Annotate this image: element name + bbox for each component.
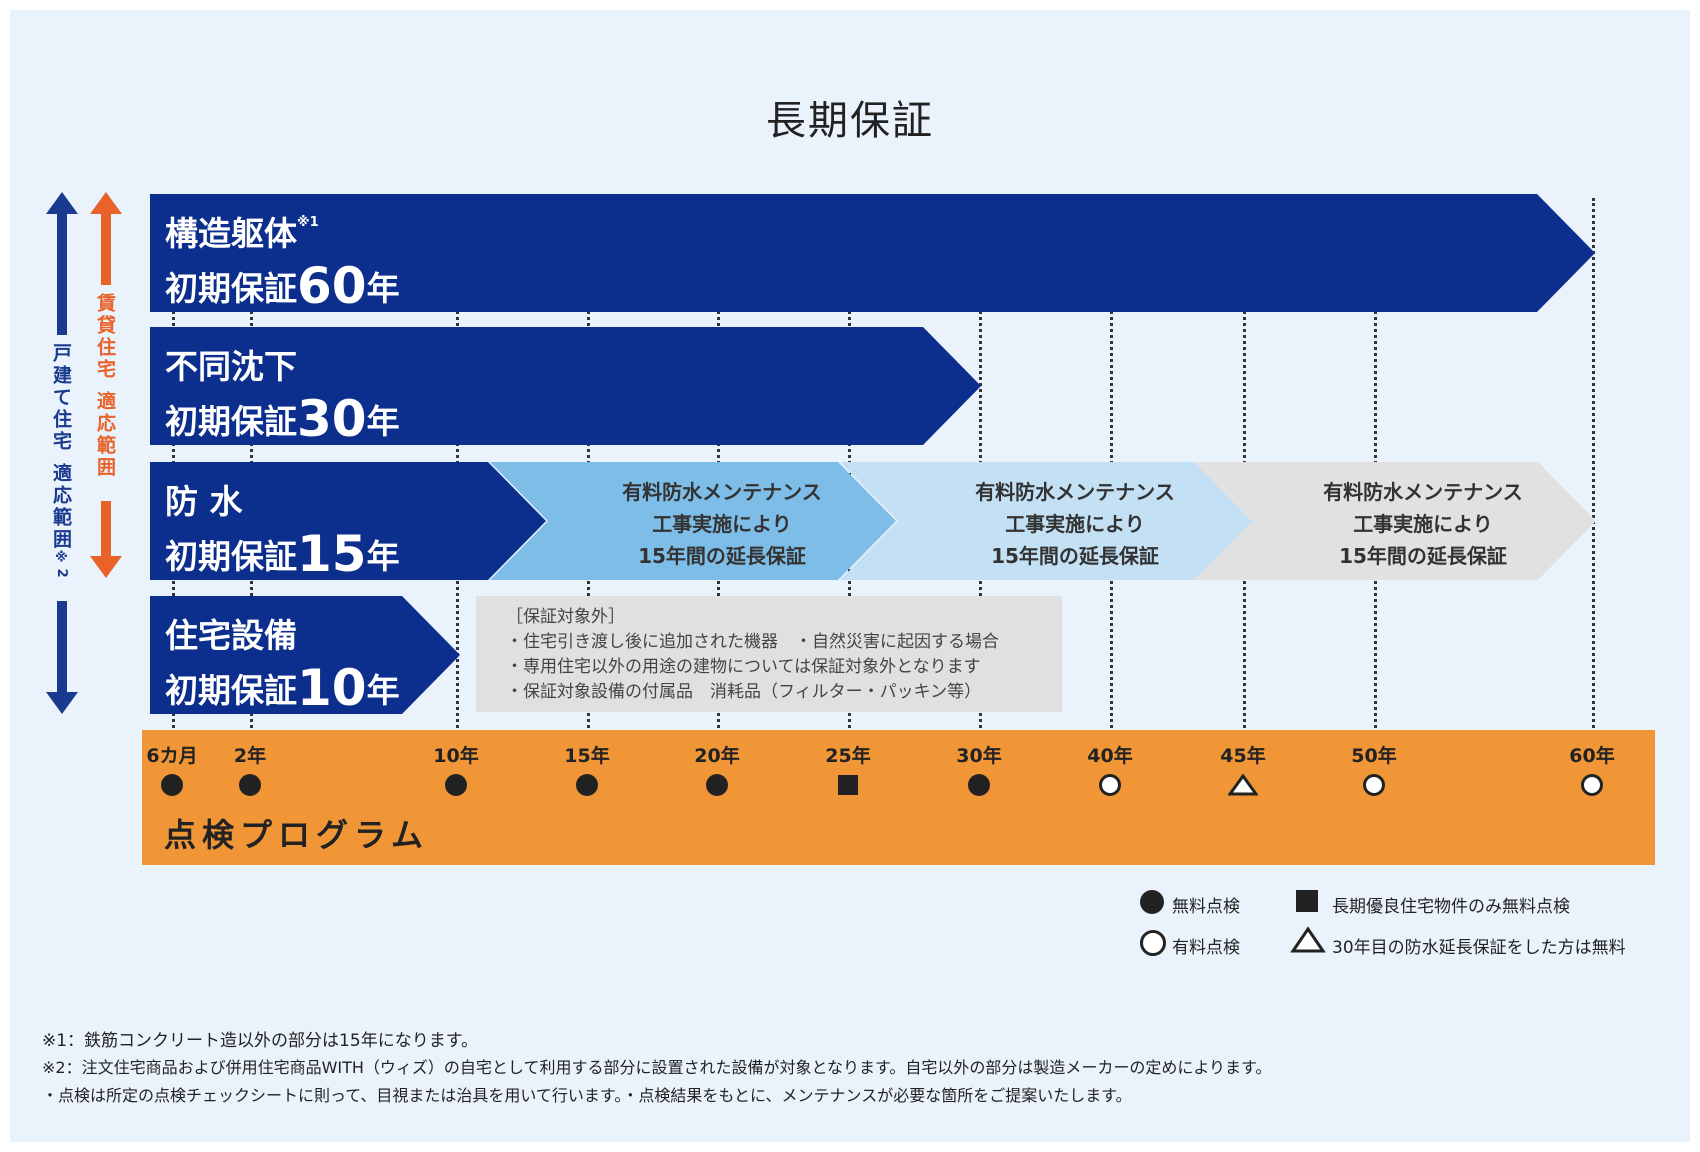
exclusions-box: ［保証対象外］ ・住宅引き渡し後に追加された機器 ・自然災害に起因する場合 ・専… <box>476 596 1062 712</box>
extension-3-line1: 有料防水メンテナンス <box>1323 480 1523 504</box>
paid-inspection-marker <box>1363 774 1385 796</box>
extension-1-line2: 工事実施により <box>652 512 792 536</box>
tick-label-6months: 6カ月 <box>146 745 198 767</box>
legend-free-label: 無料点検 <box>1172 897 1240 917</box>
structure-bar-years: 60 <box>297 257 367 315</box>
extension-bar-3-shape <box>1192 462 1596 580</box>
extension-1-line1: 有料防水メンテナンス <box>622 480 822 504</box>
equipment-bar-years: 10 <box>297 659 367 717</box>
structure-bar: 構造躯体※1 初期保証60年 <box>150 194 1595 315</box>
legend-conditional-triangle-icon <box>1290 926 1326 953</box>
settlement-bar-suffix: 年 <box>366 402 400 441</box>
legend-conditional-label: 30年目の防水延長保証をした方は無料 <box>1332 938 1626 958</box>
extension-1-line3: 15年間の延長保証 <box>638 544 806 568</box>
tick-label-60years: 60年 <box>1569 745 1615 767</box>
long-term-inspection-marker <box>838 775 858 795</box>
extension-3-line3: 15年間の延長保証 <box>1339 544 1507 568</box>
tick-label-40years: 40年 <box>1087 745 1133 767</box>
waterproof-bar: 防 水 初期保証15年 <box>150 462 546 583</box>
footnote-2: ※2：注文住宅商品および併用住宅商品WITH（ウィズ）の自宅として利用する部分に… <box>42 1058 1272 1077</box>
equipment-bar: 住宅設備 初期保証10年 <box>150 596 460 717</box>
free-inspection-marker <box>445 774 467 796</box>
legend-paid-label: 有料点検 <box>1172 938 1240 958</box>
extension-3-line2: 工事実施により <box>1353 512 1493 536</box>
settlement-bar-shape <box>150 327 981 445</box>
guide-line-60years <box>1592 198 1595 733</box>
detached-range-label: 戸建て住宅 適応範囲※2 <box>48 335 75 601</box>
exclusions-heading: ［保証対象外］ <box>506 607 625 627</box>
footnote-3: ・点検は所定の点検チェックシートに則って、目視または治具を用いて行います。・点検… <box>42 1086 1132 1105</box>
paid-inspection-marker <box>1581 774 1603 796</box>
free-inspection-marker <box>239 774 261 796</box>
structure-bar-suffix: 年 <box>366 269 400 308</box>
free-inspection-marker <box>161 774 183 796</box>
paid-inspection-marker <box>1099 774 1121 796</box>
extension-2-line3: 15年間の延長保証 <box>991 544 1159 568</box>
settlement-bar-years: 30 <box>297 390 367 448</box>
structure-bar-shape <box>150 194 1595 312</box>
legend-free-dot-icon <box>1140 890 1164 914</box>
tick-label-20years: 20年 <box>694 745 740 767</box>
tick-label-25years: 25年 <box>825 745 871 767</box>
free-inspection-marker <box>576 774 598 796</box>
free-inspection-marker <box>968 774 990 796</box>
waterproof-bar-shape <box>150 462 546 580</box>
tick-label-30years: 30年 <box>956 745 1002 767</box>
exclusion-item: ・住宅引き渡し後に追加された機器 ・自然災害に起因する場合 <box>506 632 999 652</box>
extension-2-line2: 工事実施により <box>1005 512 1145 536</box>
legend-paid-ring-icon <box>1140 930 1166 956</box>
waterproof-bar-name: 防 水 <box>165 482 243 521</box>
exclusion-item: ・専用住宅以外の用途の建物については保証対象外となります <box>506 657 981 677</box>
extension-bar-1-shape <box>490 462 896 580</box>
free-inspection-marker <box>706 774 728 796</box>
rental-range-label: 賃貸住宅 適応範囲 <box>92 285 119 501</box>
tick-label-10years: 10年 <box>433 745 479 767</box>
settlement-bar-name: 不同沈下 <box>165 347 297 386</box>
tick-label-15years: 15年 <box>564 745 610 767</box>
equipment-bar-shape <box>150 596 460 714</box>
equipment-bar-suffix: 年 <box>366 671 400 710</box>
structure-bar-footnote: ※1 <box>297 215 319 230</box>
tick-label-50years: 50年 <box>1351 745 1397 767</box>
equipment-bar-prefix: 初期保証 <box>165 671 297 710</box>
equipment-bar-name: 住宅設備 <box>165 616 297 655</box>
extension-2-line1: 有料防水メンテナンス <box>975 480 1175 504</box>
waterproof-bar-suffix: 年 <box>366 537 400 576</box>
structure-bar-prefix: 初期保証 <box>165 269 297 308</box>
conditional-inspection-marker <box>1228 774 1258 796</box>
settlement-bar: 不同沈下 初期保証30年 <box>150 327 981 448</box>
structure-bar-name: 構造躯体 <box>165 214 297 253</box>
waterproof-bar-years: 15 <box>297 525 367 583</box>
extension-bar-2: 有料防水メンテナンス 工事実施により 15年間の延長保証 <box>840 462 1252 580</box>
waterproof-bar-prefix: 初期保証 <box>165 537 297 576</box>
extension-bar-1: 有料防水メンテナンス 工事実施により 15年間の延長保証 <box>490 462 896 580</box>
tick-label-2years: 2年 <box>233 745 267 767</box>
exclusion-item: ・保証対象設備の付属品 消耗品（フィルター・パッキン等） <box>506 682 982 702</box>
extension-bar-2-shape <box>840 462 1252 580</box>
page-title: 長期保証 <box>766 98 934 144</box>
extension-bar-3: 有料防水メンテナンス 工事実施により 15年間の延長保証 <box>1192 462 1596 580</box>
settlement-bar-prefix: 初期保証 <box>165 402 297 441</box>
footnote-1: ※1：鉄筋コンクリート造以外の部分は15年になります。 <box>42 1031 478 1051</box>
inspection-program-band: 6カ月 2年 10年 15年 20年 25年 30年 40年 45年 50年 6… <box>142 730 1655 865</box>
inspection-program-label: 点検プログラム <box>164 816 430 854</box>
tick-label-45years: 45年 <box>1220 745 1266 767</box>
legend-long-term-square-icon <box>1296 890 1318 912</box>
legend-long-term-label: 長期優良住宅物件のみ無料点検 <box>1332 897 1570 917</box>
